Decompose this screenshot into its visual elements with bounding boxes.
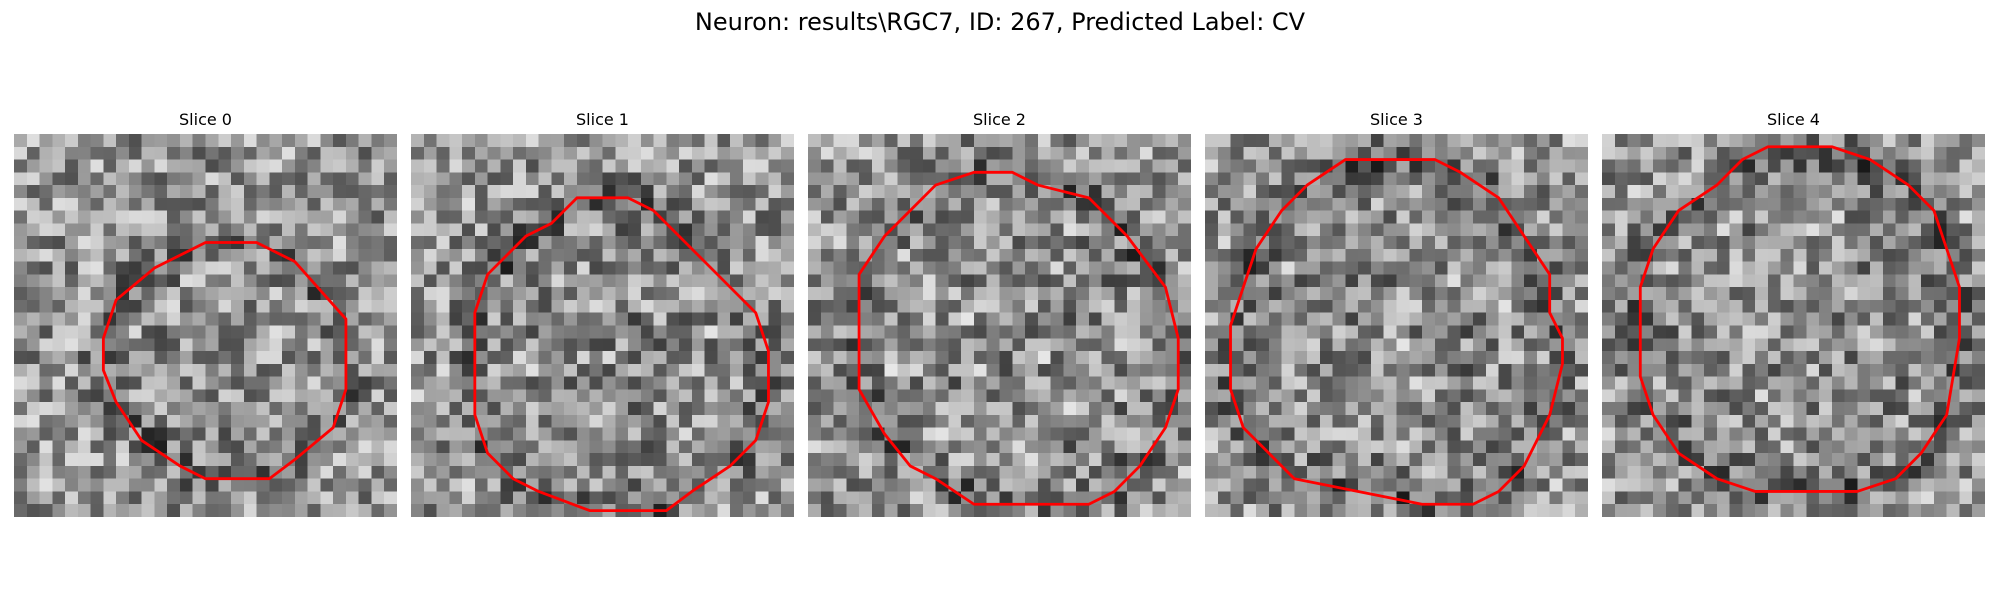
slice-image-4 — [1602, 134, 1985, 517]
slice-title-2: Slice 2 — [808, 110, 1191, 129]
pixel-grid — [1602, 134, 1985, 517]
slice-title-1: Slice 1 — [411, 110, 794, 129]
figure-title: Neuron: results\RGC7, ID: 267, Predicted… — [0, 8, 2000, 36]
pixel-grid — [14, 134, 397, 517]
slice-title-3: Slice 3 — [1205, 110, 1588, 129]
slice-image-0 — [14, 134, 397, 517]
slice-title-0: Slice 0 — [14, 110, 397, 129]
slice-image-1 — [411, 134, 794, 517]
pixel-grid — [1205, 134, 1588, 517]
slice-image-2 — [808, 134, 1191, 517]
slice-title-4: Slice 4 — [1602, 110, 1985, 129]
pixel-grid — [808, 134, 1191, 517]
slice-image-3 — [1205, 134, 1588, 517]
